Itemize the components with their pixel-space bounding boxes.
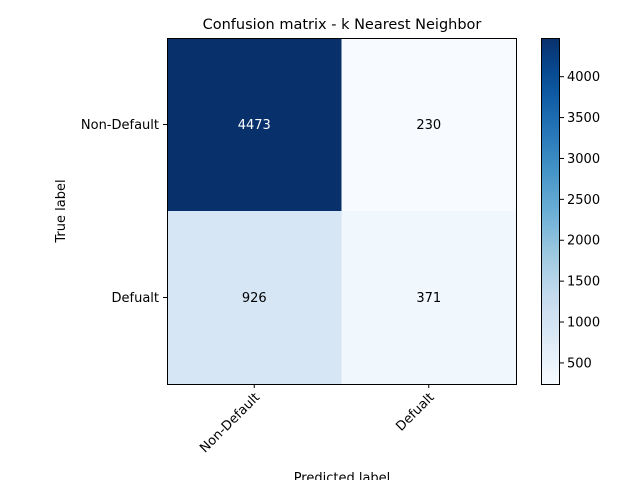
colorbar-frame [541,38,560,385]
x-axis-ticks: Non-Default Defualt [197,384,438,456]
colorbar-tick-label: 3500 [567,111,600,126]
y-axis-ticks: Non-Default Defualt [81,118,167,306]
colorbar-tick-label: 500 [567,356,592,371]
colorbar-tick-label: 3000 [567,152,600,167]
heatmap-cell [341,211,517,385]
x-tick-label: Non-Default [197,390,263,456]
y-tick-label: Defualt [112,291,160,306]
plot-frame [167,38,517,385]
heatmap-cell [341,38,517,212]
cell-value-labels: 4473 230 926 371 [238,118,441,306]
colorbar-tick-label: 1000 [567,316,600,331]
colorbar-tick-label: 2000 [567,234,600,249]
heatmap-cells [167,38,517,385]
heatmap-cell [167,211,342,385]
x-axis-label: Predicted label [294,471,391,480]
colorbar-tick-label: 1500 [567,275,600,290]
cell-value-label: 926 [242,291,267,306]
chart-title: Confusion matrix - k Nearest Neighbor [203,17,482,33]
cell-value-label: 371 [416,291,441,306]
cell-value-label: 230 [416,118,441,133]
y-tick-label: Non-Default [81,118,159,133]
x-tick-label: Defualt [393,390,437,434]
colorbar-ticks: 500 1000 1500 2000 2500 3000 3500 4000 [560,70,600,371]
y-axis-label: True label [54,179,69,243]
cell-value-label: 4473 [238,118,271,133]
heatmap-cell [167,38,342,212]
colorbar-tick-label: 2500 [567,193,600,208]
colorbar [541,38,560,385]
colorbar-tick-label: 4000 [567,70,600,85]
